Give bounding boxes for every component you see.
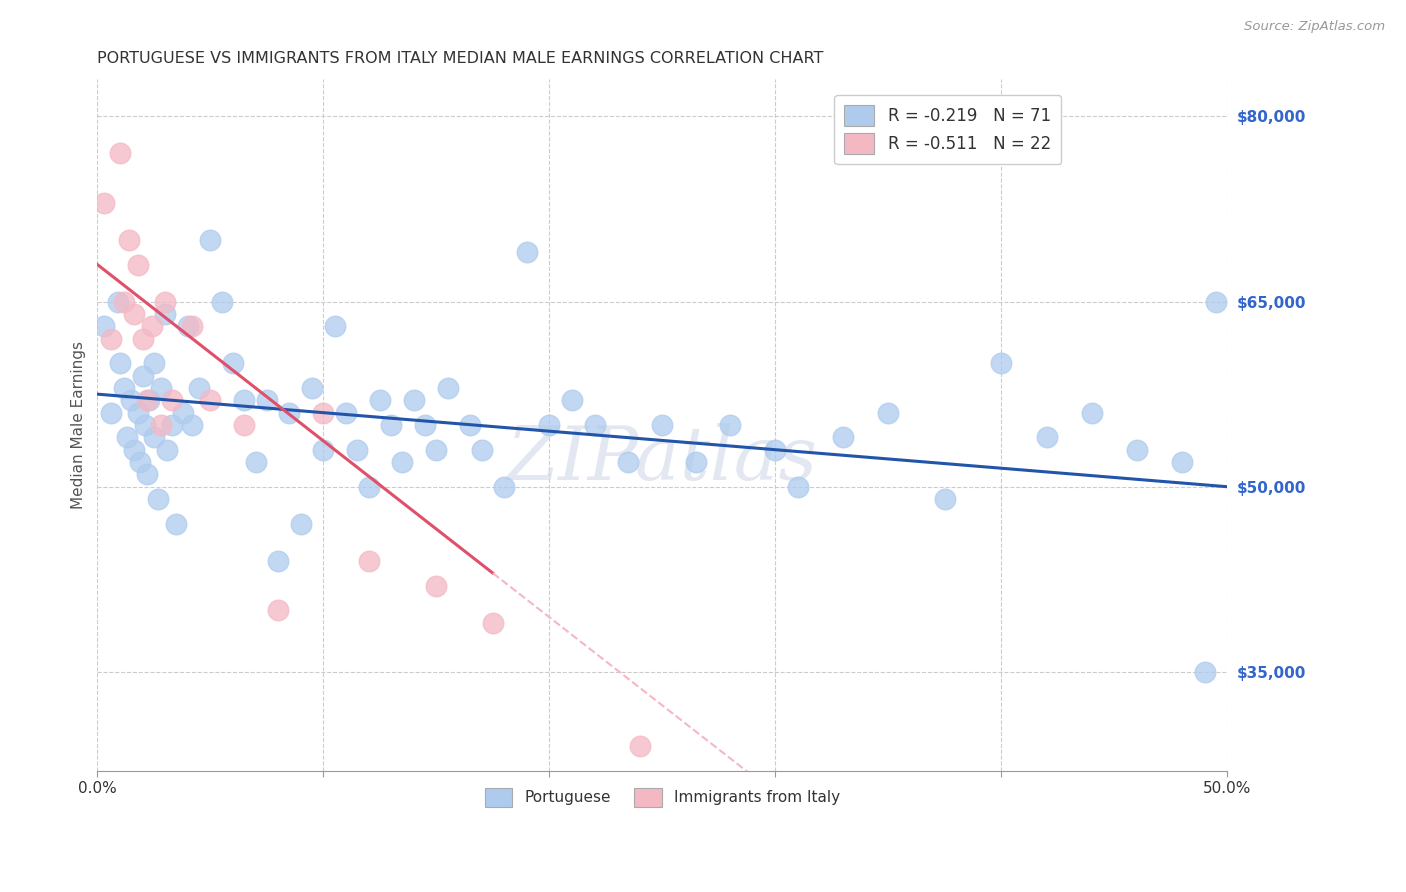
- Point: [160, 393, 183, 408]
- Point: [267, 603, 290, 617]
- Text: Source: ZipAtlas.com: Source: ZipAtlas.com: [1244, 20, 1385, 33]
- Point: [617, 455, 640, 469]
- Point: [134, 417, 156, 432]
- Point: [136, 393, 159, 408]
- Point: [651, 417, 673, 432]
- Point: [368, 393, 391, 408]
- Point: [107, 294, 129, 309]
- Point: [718, 417, 741, 432]
- Point: [200, 233, 222, 247]
- Point: [402, 393, 425, 408]
- Point: [160, 417, 183, 432]
- Point: [120, 393, 142, 408]
- Point: [436, 381, 458, 395]
- Point: [115, 430, 138, 444]
- Point: [177, 319, 200, 334]
- Point: [312, 406, 335, 420]
- Point: [114, 381, 136, 395]
- Point: [1081, 406, 1104, 420]
- Point: [93, 195, 115, 210]
- Point: [482, 615, 505, 630]
- Legend: Portuguese, Immigrants from Italy: Portuguese, Immigrants from Italy: [477, 780, 848, 815]
- Point: [934, 492, 956, 507]
- Text: ZIPatlas: ZIPatlas: [508, 424, 818, 496]
- Point: [583, 417, 606, 432]
- Point: [136, 467, 159, 482]
- Point: [1171, 455, 1194, 469]
- Point: [131, 368, 153, 383]
- Point: [108, 356, 131, 370]
- Point: [172, 406, 194, 420]
- Point: [685, 455, 707, 469]
- Point: [323, 319, 346, 334]
- Point: [166, 516, 188, 531]
- Text: PORTUGUESE VS IMMIGRANTS FROM ITALY MEDIAN MALE EARNINGS CORRELATION CHART: PORTUGUESE VS IMMIGRANTS FROM ITALY MEDI…: [97, 51, 824, 66]
- Point: [149, 381, 172, 395]
- Point: [188, 381, 211, 395]
- Point: [278, 406, 301, 420]
- Point: [141, 319, 163, 334]
- Point: [267, 554, 290, 568]
- Y-axis label: Median Male Earnings: Median Male Earnings: [72, 341, 86, 509]
- Point: [516, 245, 538, 260]
- Point: [763, 442, 786, 457]
- Point: [425, 442, 447, 457]
- Point: [494, 480, 516, 494]
- Point: [561, 393, 583, 408]
- Point: [787, 480, 810, 494]
- Point: [413, 417, 436, 432]
- Point: [1194, 665, 1216, 679]
- Point: [832, 430, 855, 444]
- Point: [233, 393, 256, 408]
- Point: [114, 294, 136, 309]
- Point: [148, 492, 170, 507]
- Point: [391, 455, 413, 469]
- Point: [211, 294, 233, 309]
- Point: [153, 294, 176, 309]
- Point: [290, 516, 312, 531]
- Point: [100, 406, 122, 420]
- Point: [222, 356, 245, 370]
- Point: [538, 417, 561, 432]
- Point: [153, 307, 176, 321]
- Point: [1205, 294, 1227, 309]
- Point: [357, 480, 380, 494]
- Point: [458, 417, 481, 432]
- Point: [118, 233, 141, 247]
- Point: [127, 258, 149, 272]
- Point: [181, 417, 204, 432]
- Point: [346, 442, 368, 457]
- Point: [200, 393, 222, 408]
- Point: [1035, 430, 1057, 444]
- Point: [127, 406, 149, 420]
- Point: [149, 417, 172, 432]
- Point: [108, 146, 131, 161]
- Point: [301, 381, 323, 395]
- Point: [138, 393, 160, 408]
- Point: [131, 332, 153, 346]
- Point: [100, 332, 122, 346]
- Point: [129, 455, 152, 469]
- Point: [156, 442, 179, 457]
- Point: [1126, 442, 1149, 457]
- Point: [990, 356, 1012, 370]
- Point: [122, 307, 145, 321]
- Point: [256, 393, 278, 408]
- Point: [335, 406, 357, 420]
- Point: [380, 417, 402, 432]
- Point: [93, 319, 115, 334]
- Point: [877, 406, 900, 420]
- Point: [245, 455, 267, 469]
- Point: [471, 442, 494, 457]
- Point: [233, 417, 256, 432]
- Point: [122, 442, 145, 457]
- Point: [312, 442, 335, 457]
- Point: [181, 319, 204, 334]
- Point: [628, 739, 651, 753]
- Point: [425, 578, 447, 592]
- Point: [142, 356, 165, 370]
- Point: [142, 430, 165, 444]
- Point: [357, 554, 380, 568]
